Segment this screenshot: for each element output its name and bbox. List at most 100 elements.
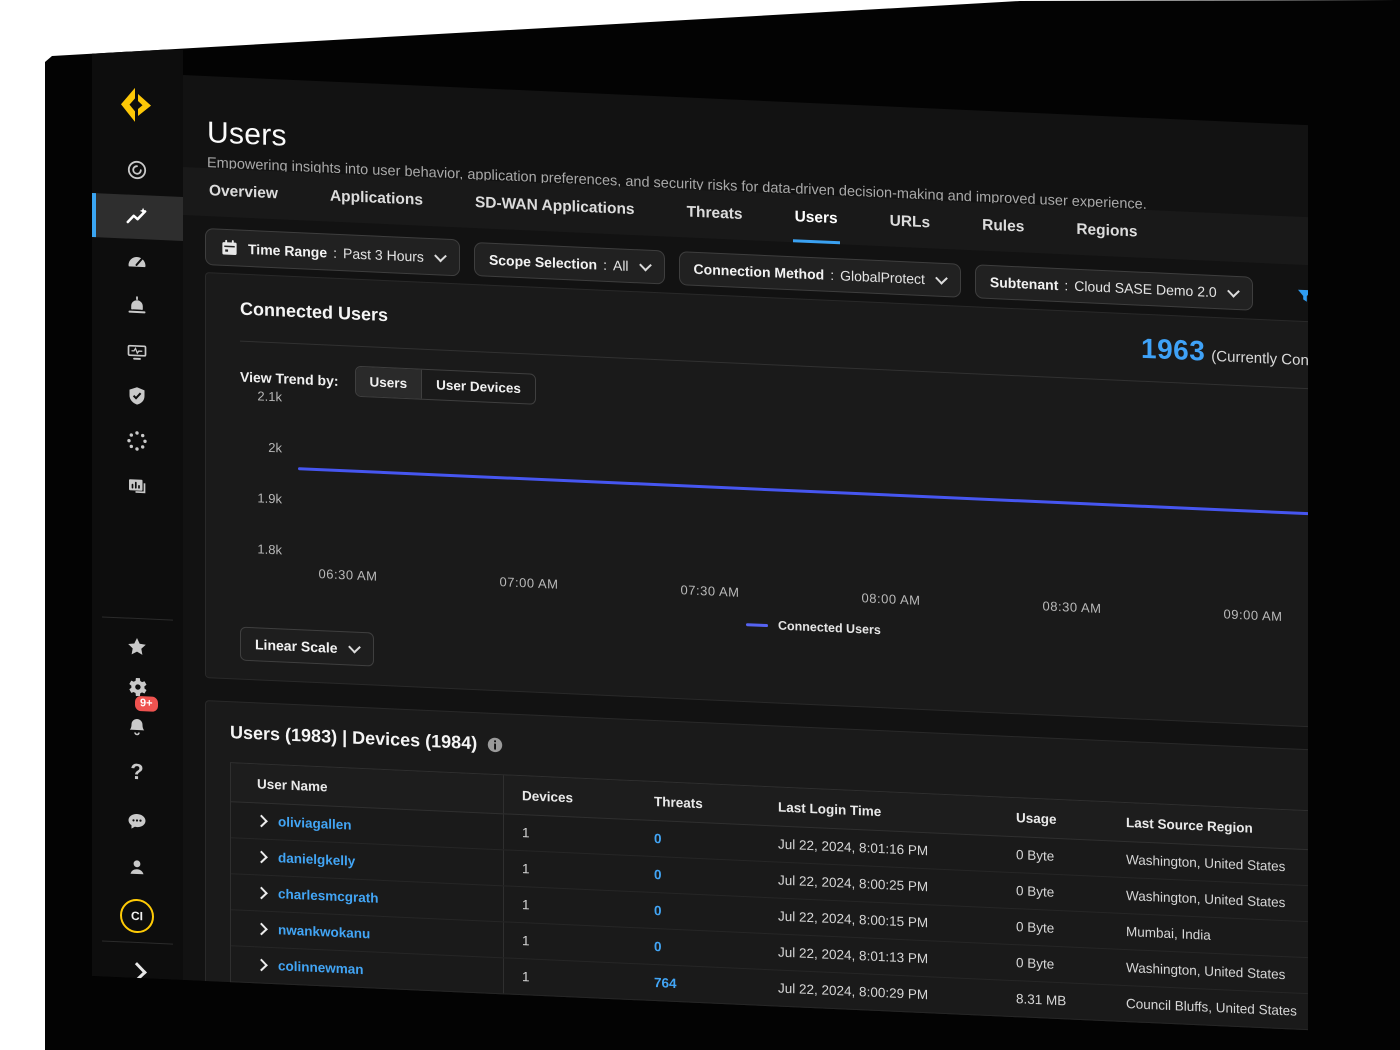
sidebar-item-notifications[interactable]: 9+ xyxy=(115,695,159,750)
trend-option-user-devices[interactable]: User Devices xyxy=(436,377,521,397)
tab-regions[interactable]: Regions xyxy=(1076,220,1138,241)
sidebar-item-settings[interactable] xyxy=(115,664,159,710)
y-axis-tick: 2.1k xyxy=(257,388,282,405)
tab-users[interactable]: Users xyxy=(792,194,840,245)
connected-users-card: Connected Users 1963 (Currently Connecte… xyxy=(205,272,1308,729)
scale-selector-button[interactable]: Linear Scale xyxy=(240,626,374,667)
sidebar-item-insights[interactable] xyxy=(115,194,159,240)
filter-label: Subtenant xyxy=(989,273,1059,293)
tab-rules[interactable]: Rules xyxy=(982,216,1025,236)
connected-users-line-series xyxy=(298,467,1308,516)
tab-overview[interactable]: Overview xyxy=(209,181,278,202)
last-login-cell: Jul 22, 2024, 8:00:25 PM xyxy=(778,872,929,895)
y-axis-tick: 1.9k xyxy=(257,490,282,507)
devices-cell: 1 xyxy=(522,969,530,985)
help-question-icon: ? xyxy=(130,758,144,785)
legend-line-swatch xyxy=(746,622,768,627)
sidebar-active-indicator xyxy=(92,193,96,238)
region-cell: Washington, United States xyxy=(1126,960,1286,983)
expand-row-icon[interactable] xyxy=(255,922,268,936)
trend-option-users[interactable]: Users xyxy=(355,366,423,399)
add-filter-button[interactable]: Add Filter xyxy=(1297,287,1308,307)
sidebar-item-feedback[interactable] xyxy=(115,799,159,845)
column-header-region[interactable]: Last Source Region xyxy=(1126,814,1253,836)
devices-cell: 1 xyxy=(522,861,530,877)
sidebar-item-favorites[interactable] xyxy=(115,624,159,670)
tab-sdwan-applications[interactable]: SD-WAN Applications xyxy=(474,193,635,218)
expand-row-icon[interactable] xyxy=(255,958,268,972)
dotted-circle-icon xyxy=(127,431,147,451)
region-cell: Washington, United States xyxy=(1126,852,1286,875)
time-range-filter[interactable]: Time Range : Past 3 Hours xyxy=(205,228,460,277)
user-link[interactable]: colinnewman xyxy=(278,958,364,978)
threats-link[interactable]: 0 xyxy=(654,867,662,883)
chevron-down-icon xyxy=(935,271,948,285)
sidebar-item-profile[interactable]: CI xyxy=(115,893,159,939)
view-trend-row: View Trend by: Users User Devices xyxy=(240,361,536,405)
sidebar-item-incidents[interactable] xyxy=(115,283,191,329)
sidebar-item-overview[interactable] xyxy=(115,147,159,193)
usage-cell: 0 Byte xyxy=(1016,955,1055,972)
region-cell: Council Bluffs, United States xyxy=(1126,996,1297,1019)
column-header-threats[interactable]: Threats xyxy=(654,793,703,811)
tab-applications[interactable]: Applications xyxy=(329,187,423,209)
user-link[interactable]: oliviagallen xyxy=(278,814,352,833)
user-link[interactable]: nwankwokanu xyxy=(278,922,371,942)
filter-label: Time Range xyxy=(248,240,328,260)
connected-users-count-wrap: 1963 (Currently Connected) xyxy=(1141,333,1308,375)
person-account-icon xyxy=(130,860,144,875)
trend-segmented-control: Users User Devices xyxy=(354,365,536,405)
bell-notifications-icon xyxy=(129,719,145,736)
connection-method-filter[interactable]: Connection Method : GlobalProtect xyxy=(678,250,961,298)
filter-label: Connection Method xyxy=(693,260,825,283)
column-header-devices[interactable]: Devices xyxy=(522,787,574,805)
radar-overview-icon xyxy=(127,160,147,180)
app-window: 9+ ? xyxy=(92,46,1308,1031)
sidebar-item-dashboards[interactable] xyxy=(115,238,159,284)
sidebar-expand-button[interactable] xyxy=(115,949,159,995)
sidebar-item-objects[interactable] xyxy=(115,418,191,464)
main-panel: Users Empowering insights into user beha… xyxy=(183,75,1308,1031)
tab-threats[interactable]: Threats xyxy=(686,202,743,223)
users-table-card: Users (1983) | Devices (1984) User Name … xyxy=(205,700,1308,1031)
expand-row-icon[interactable] xyxy=(255,850,268,864)
threats-link[interactable]: 0 xyxy=(654,939,662,955)
y-axis-tick: 1.8k xyxy=(257,541,282,558)
info-icon[interactable] xyxy=(487,736,503,753)
threats-link[interactable]: 0 xyxy=(654,903,662,919)
x-axis-tick: 07:00 AM xyxy=(499,574,559,592)
region-cell: Mumbai, India xyxy=(1126,924,1211,943)
subtenant-filter[interactable]: Subtenant : Cloud SASE Demo 2.0 xyxy=(974,263,1253,311)
filter-separator: : xyxy=(333,244,337,261)
calendar-icon xyxy=(222,239,237,256)
user-link[interactable]: charlesmcgrath xyxy=(278,886,379,906)
region-cell: Washington, United States xyxy=(1126,888,1286,911)
expand-row-icon[interactable] xyxy=(255,814,268,828)
scope-selection-filter[interactable]: Scope Selection : All xyxy=(473,241,665,284)
x-axis-tick: 07:30 AM xyxy=(680,582,740,600)
last-login-cell: Jul 22, 2024, 8:01:13 PM xyxy=(778,944,929,967)
report-chart-icon xyxy=(129,479,146,494)
last-login-cell: Jul 22, 2024, 8:01:16 PM xyxy=(778,836,929,859)
column-header-last-login[interactable]: Last Login Time xyxy=(778,799,882,819)
sidebar-divider xyxy=(102,940,173,945)
view-trend-label: View Trend by: xyxy=(240,368,339,389)
threats-link[interactable]: 0 xyxy=(654,831,662,847)
threats-link[interactable]: 764 xyxy=(654,975,677,992)
legend-label: Connected Users xyxy=(778,618,881,638)
column-header-usage[interactable]: Usage xyxy=(1016,809,1057,827)
sidebar-item-reports[interactable] xyxy=(115,463,191,509)
sidebar-item-help[interactable]: ? xyxy=(115,749,159,795)
user-link[interactable]: danielgkelly xyxy=(278,850,356,869)
filter-value: Cloud SASE Demo 2.0 xyxy=(1074,277,1217,300)
tab-urls[interactable]: URLs xyxy=(889,212,931,231)
gauge-dashboard-icon xyxy=(128,257,146,268)
sidebar-item-account[interactable] xyxy=(115,844,159,890)
brand-logo[interactable] xyxy=(115,82,159,128)
sidebar-item-workflows[interactable] xyxy=(115,328,191,374)
sidebar-item-security[interactable] xyxy=(115,373,191,419)
devices-cell: 1 xyxy=(522,897,530,913)
chat-bubble-icon xyxy=(128,814,146,829)
expand-row-icon[interactable] xyxy=(255,886,268,900)
chevron-down-icon xyxy=(638,258,652,271)
